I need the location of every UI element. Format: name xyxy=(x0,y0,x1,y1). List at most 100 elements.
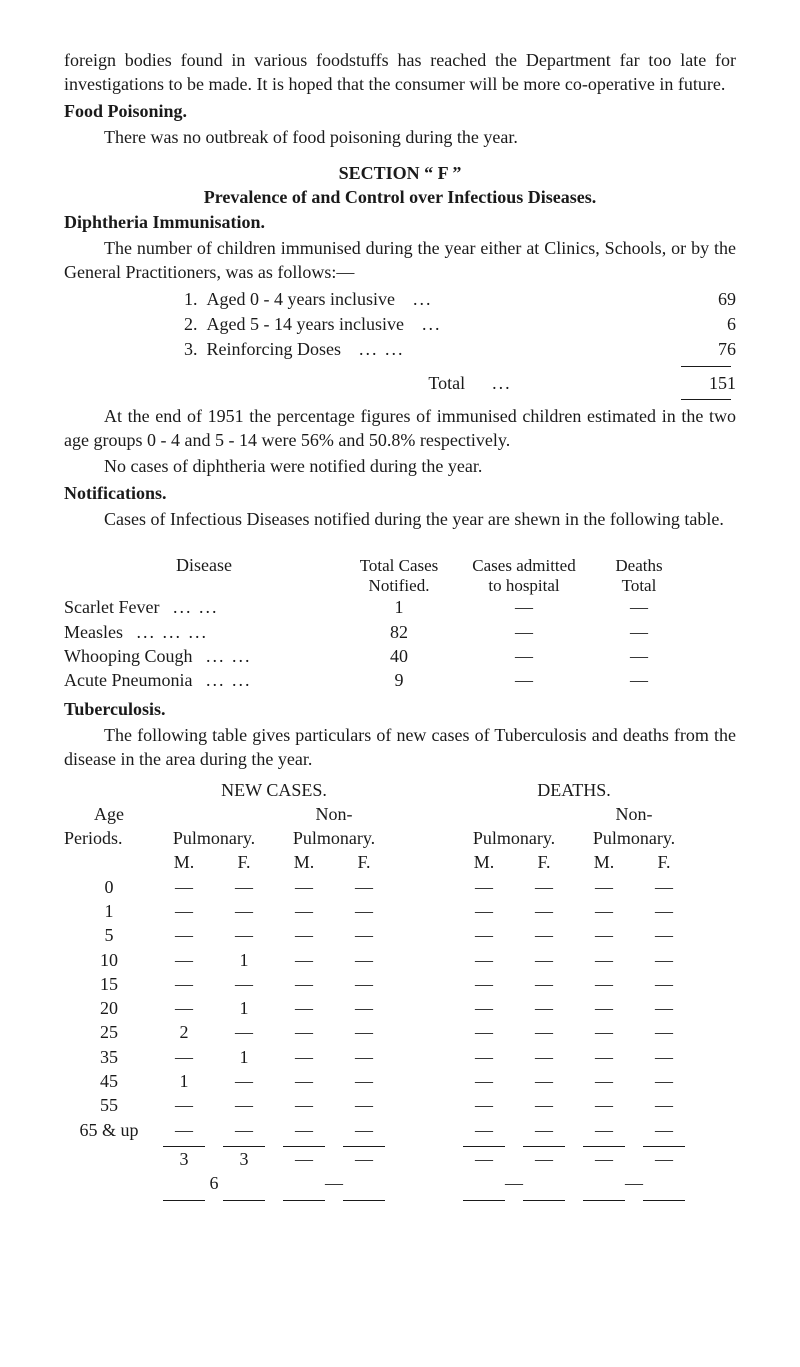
cell-dpm: — xyxy=(454,1020,514,1044)
cell-dpm: — xyxy=(454,1118,514,1142)
admitted-value: — xyxy=(454,595,594,619)
cell-dnm: — xyxy=(574,1020,634,1044)
cell-nm: — xyxy=(274,948,334,972)
cell-dpf: — xyxy=(514,1045,574,1069)
age-period: 20 xyxy=(64,996,154,1020)
tuberculosis-row: 35—1—————— xyxy=(64,1045,736,1069)
item-dots: ... xyxy=(413,289,433,309)
item-value: 76 xyxy=(676,337,736,361)
notifications-table: Disease Total Cases Notified. Cases admi… xyxy=(64,535,736,692)
cell-pf: — xyxy=(214,899,274,923)
tuberculosis-row: 451——————— xyxy=(64,1069,736,1093)
section-f-header: SECTION “ F ” xyxy=(64,161,736,185)
cell-pm: — xyxy=(154,899,214,923)
tuberculosis-row: 65 & up———————— xyxy=(64,1118,736,1142)
section-f-subheader: Prevalence of and Control over Infectiou… xyxy=(64,185,736,209)
cell-nf: — xyxy=(334,948,394,972)
cell-dpf: — xyxy=(514,996,574,1020)
cell-pm: — xyxy=(154,1045,214,1069)
age-period: 65 & up xyxy=(64,1118,154,1142)
tub-total-row-1: 3 3 — — — — — — xyxy=(64,1147,736,1171)
admitted-value: — xyxy=(454,668,594,692)
cell-dpf: — xyxy=(514,923,574,947)
food-poisoning-label: Food Poisoning. xyxy=(64,101,187,121)
cell-dpm: — xyxy=(454,1069,514,1093)
mf-f: F. xyxy=(334,850,394,874)
cell-pm: — xyxy=(154,996,214,1020)
age-period: 5 xyxy=(64,923,154,947)
intro-paragraph: foreign bodies found in various foodstuf… xyxy=(64,48,736,97)
cell-pf: — xyxy=(214,1069,274,1093)
row-dots: ... ... ... xyxy=(136,622,208,642)
cell-dpm: — xyxy=(454,875,514,899)
row-dots: ... ... xyxy=(206,670,252,690)
rule xyxy=(681,366,731,367)
cell-nm: — xyxy=(274,1069,334,1093)
cell-pm: — xyxy=(154,875,214,899)
notified-value: 40 xyxy=(344,644,454,668)
tub-rule-2 xyxy=(64,1196,736,1201)
immunisation-item: 2. Aged 5 - 14 years inclusive ...6 xyxy=(184,312,736,336)
cell-pm: 2 xyxy=(154,1020,214,1044)
total-dnf: — xyxy=(634,1147,694,1171)
cell-nm: — xyxy=(274,1118,334,1142)
col-deaths-top: Deaths xyxy=(615,556,662,575)
deaths-value: — xyxy=(594,668,684,692)
cell-nf: — xyxy=(334,1093,394,1117)
col-disease: Disease xyxy=(176,555,232,575)
new-cases-header: NEW CASES. xyxy=(154,778,394,802)
total-pm-pf: 6 xyxy=(154,1171,274,1195)
total-dnm-dnf: — xyxy=(574,1171,694,1195)
cell-dpf: — xyxy=(514,1093,574,1117)
item-dots: ... xyxy=(422,314,442,334)
deaths-header: DEATHS. xyxy=(454,778,694,802)
cell-pm: 1 xyxy=(154,1069,214,1093)
cell-nf: — xyxy=(334,1118,394,1142)
document-page: foreign bodies found in various foodstuf… xyxy=(0,0,800,1367)
total-dpf: — xyxy=(514,1147,574,1171)
age-period: 35 xyxy=(64,1045,154,1069)
cell-pm: — xyxy=(154,923,214,947)
cell-nm: — xyxy=(274,1020,334,1044)
item-value: 69 xyxy=(676,287,736,311)
cell-nm: — xyxy=(274,996,334,1020)
item-dots: ... ... xyxy=(359,339,405,359)
cell-dnf: — xyxy=(634,972,694,996)
item-no: 3. xyxy=(184,339,198,359)
col-notified-top: Total Cases xyxy=(360,556,439,575)
cell-nm: — xyxy=(274,923,334,947)
mf-f: F. xyxy=(634,850,694,874)
non-pulmonary-header-1: Pulmonary. xyxy=(274,826,394,850)
tub-total-row-2: 6 — — — xyxy=(64,1171,736,1195)
non-header-right: Non- xyxy=(574,802,694,826)
notified-value: 1 xyxy=(344,595,454,619)
total-dpm: — xyxy=(454,1147,514,1171)
cell-dnf: — xyxy=(634,948,694,972)
food-poisoning-body: There was no outbreak of food poisoning … xyxy=(64,125,736,149)
cell-nm: — xyxy=(274,972,334,996)
notifications-row: Scarlet Fever ... ...1—— xyxy=(64,595,736,619)
row-dots: ... ... xyxy=(206,646,252,666)
cell-dnf: — xyxy=(634,923,694,947)
pulmonary-header-2: Pulmonary. xyxy=(454,826,574,850)
cell-dpm: — xyxy=(454,972,514,996)
cell-pm: — xyxy=(154,948,214,972)
disease-name: Measles xyxy=(64,622,123,642)
cell-nf: — xyxy=(334,1020,394,1044)
disease-name: Acute Pneumonia xyxy=(64,670,192,690)
item-value: 6 xyxy=(676,312,736,336)
tuberculosis-row: 252——————— xyxy=(64,1020,736,1044)
total-dots: ... xyxy=(492,373,512,393)
cell-dpf: — xyxy=(514,1020,574,1044)
tuberculosis-row: 15———————— xyxy=(64,972,736,996)
deaths-value: — xyxy=(594,595,684,619)
tuberculosis-row: 0———————— xyxy=(64,875,736,899)
tuberculosis-heading: Tuberculosis. xyxy=(64,697,736,721)
mf-f: F. xyxy=(214,850,274,874)
non-header-left: Non- xyxy=(274,802,394,826)
cell-dnf: — xyxy=(634,1093,694,1117)
cell-dnf: — xyxy=(634,875,694,899)
diphtheria-followup-2: No cases of diphtheria were notified dur… xyxy=(64,454,736,478)
cell-dpf: — xyxy=(514,948,574,972)
notifications-header-row: Disease Total Cases Notified. Cases admi… xyxy=(64,535,736,595)
